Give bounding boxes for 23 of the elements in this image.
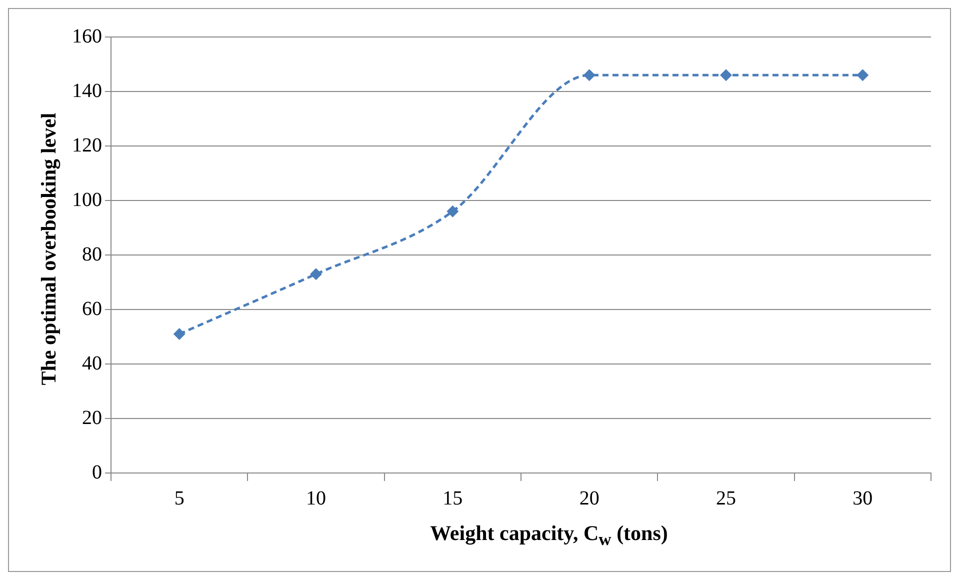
x-tick-label: 20 bbox=[579, 487, 600, 510]
y-tick-label: 20 bbox=[82, 406, 102, 429]
y-axis-title: The optimal overbooking level bbox=[36, 112, 62, 386]
x-tick-label: 5 bbox=[174, 487, 184, 510]
y-tick-label: 140 bbox=[72, 80, 102, 102]
y-tick-label: 60 bbox=[82, 298, 102, 320]
x-tick-label: 25 bbox=[716, 487, 736, 510]
y-tick-label: 80 bbox=[82, 243, 102, 266]
point bbox=[310, 268, 322, 280]
point bbox=[173, 328, 186, 340]
x-tick-label: 15 bbox=[442, 487, 463, 510]
y-tick-label: 40 bbox=[82, 352, 102, 374]
y-tick-label: 0 bbox=[92, 461, 102, 484]
point bbox=[583, 69, 596, 82]
x-tick-label: 10 bbox=[306, 487, 326, 510]
point bbox=[720, 69, 732, 82]
y-tick-label: 120 bbox=[72, 134, 102, 156]
y-tick-label: 100 bbox=[72, 188, 102, 211]
x-axis-title: Weight capacity, C$_{w}$ (tons) bbox=[430, 521, 668, 550]
y-tick-label: 160 bbox=[72, 25, 102, 48]
x-tick-label: 30 bbox=[852, 487, 873, 510]
point bbox=[856, 69, 869, 82]
point bbox=[446, 205, 459, 218]
